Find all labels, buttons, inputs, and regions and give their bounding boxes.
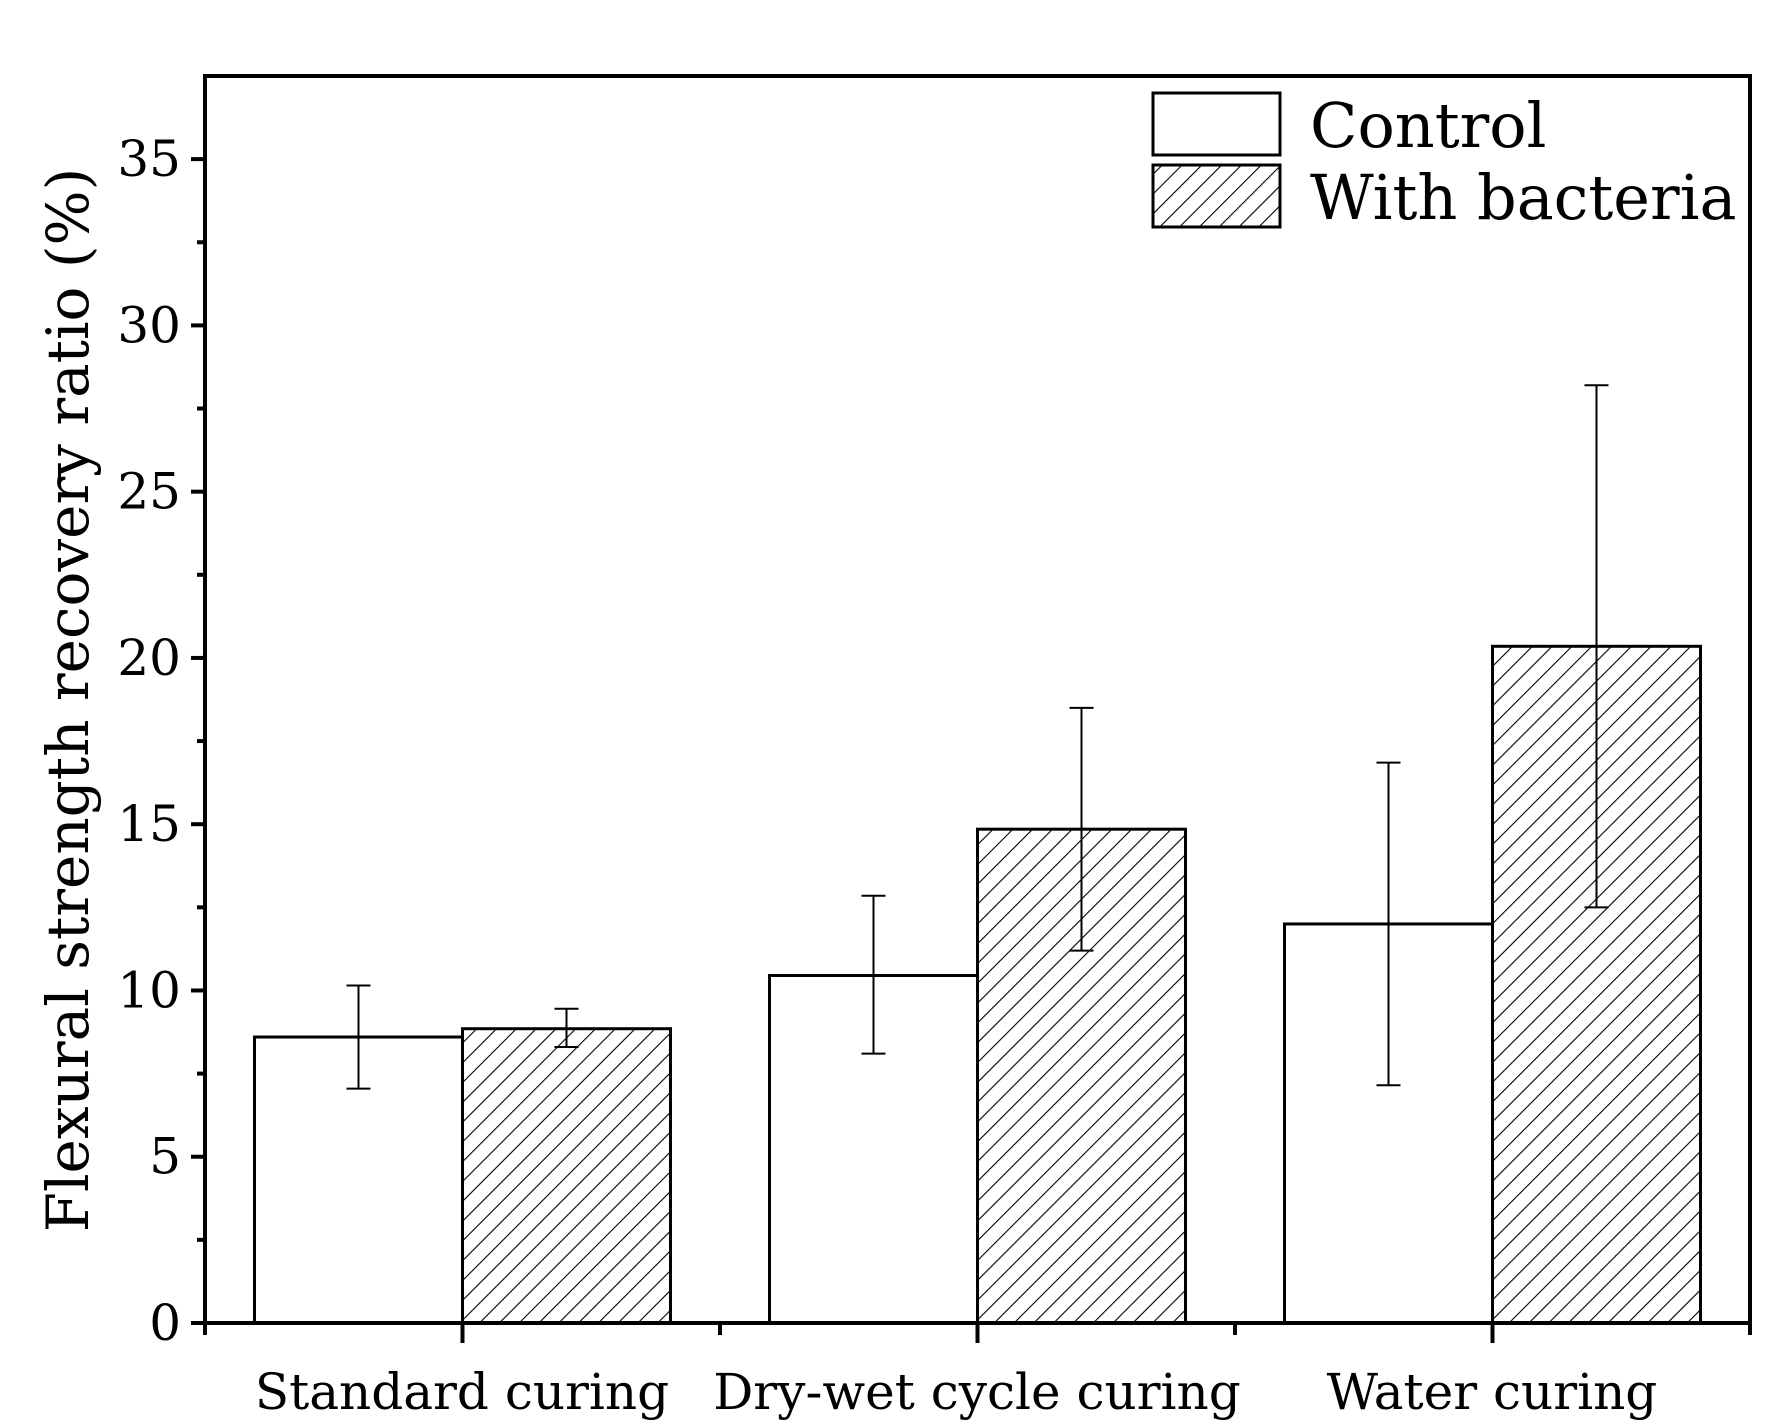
legend-swatch-control bbox=[1151, 91, 1282, 157]
error-bar-with-bacteria-dry-wet-cycle-curing bbox=[1069, 706, 1094, 952]
bars-layer bbox=[253, 644, 1702, 1325]
y-tick-label: 15 bbox=[117, 795, 181, 853]
y-tick-label: 20 bbox=[117, 629, 181, 687]
legend-label-bacteria: With bacteria bbox=[1310, 161, 1736, 234]
error-bar-with-bacteria-water-curing bbox=[1584, 384, 1609, 909]
y-tick-label: 10 bbox=[117, 961, 181, 1019]
category-label-dry-wet: Dry-wet cycle curing bbox=[713, 1363, 1241, 1421]
bar-with-bacteria-standard-curing bbox=[461, 1027, 672, 1325]
category-label-standard: Standard curing bbox=[255, 1363, 669, 1421]
y-tick-label: 35 bbox=[117, 130, 181, 188]
x-axis-ticks bbox=[203, 1323, 1752, 1343]
y-tick-label: 25 bbox=[117, 463, 181, 521]
y-tick-label: 30 bbox=[117, 296, 181, 354]
error-bar-control-water-curing bbox=[1376, 761, 1401, 1087]
legend-label-control: Control bbox=[1310, 89, 1546, 162]
error-bar-control-dry-wet-cycle-curing bbox=[861, 894, 886, 1055]
category-label-water: Water curing bbox=[1327, 1363, 1658, 1421]
y-axis-title: Flexural strength recovery ratio (%) bbox=[34, 168, 102, 1233]
error-bar-with-bacteria-standard-curing bbox=[554, 1007, 579, 1048]
y-tick-label: 0 bbox=[149, 1294, 181, 1352]
y-tick-label: 5 bbox=[149, 1128, 181, 1186]
error-bars-layer bbox=[346, 384, 1609, 1090]
y-axis-ticks: 0 5 10 15 20 25 30 35 bbox=[117, 130, 205, 1352]
legend: Control With bacteria bbox=[1151, 89, 1736, 234]
error-bar-control-standard-curing bbox=[346, 984, 371, 1090]
legend-swatch-bacteria bbox=[1151, 163, 1282, 229]
